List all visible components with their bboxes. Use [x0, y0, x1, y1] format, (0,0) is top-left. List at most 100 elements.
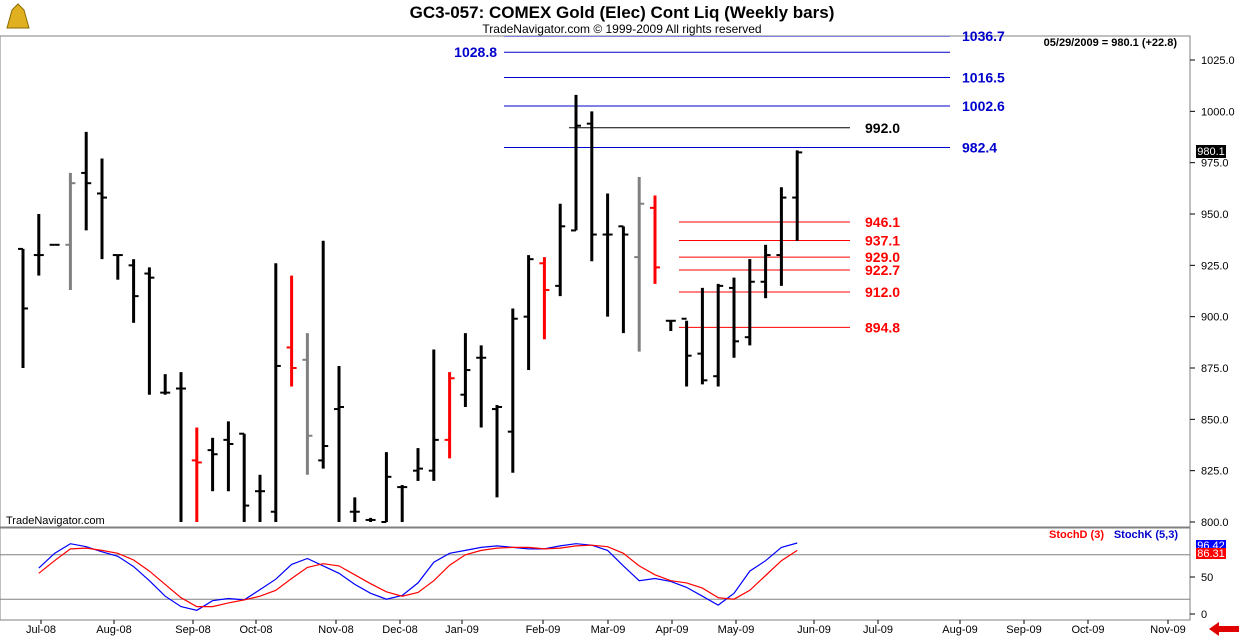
ohlc-bar	[602, 193, 613, 317]
ohlc-bar	[207, 437, 218, 492]
level-label: 929.0	[865, 249, 900, 265]
level-label: 922.7	[865, 262, 900, 278]
x-tick-label: Nov-08	[318, 624, 353, 636]
level-label: 912.0	[865, 284, 900, 300]
level-label: 894.8	[865, 319, 900, 335]
x-tick-label: Jan-09	[445, 624, 479, 636]
y-tick-label: 1000.0	[1201, 106, 1235, 118]
stoch-y-tick-label: 50	[1201, 572, 1213, 584]
ohlc-bar	[334, 365, 344, 522]
ohlc-bar	[349, 497, 360, 522]
ohlc-bar	[665, 319, 676, 332]
ohlc-bar	[65, 172, 76, 290]
ohlc-bar	[744, 259, 755, 346]
x-tick-label: May-09	[718, 624, 755, 636]
stoch-line	[38, 544, 798, 608]
ohlc-bar	[381, 452, 392, 523]
ohlc-bar	[270, 263, 281, 522]
x-tick-label: Aug-08	[96, 624, 131, 636]
ohlc-bar	[318, 240, 329, 469]
ohlc-bar	[571, 94, 581, 232]
y-tick-label: 850.0	[1201, 414, 1229, 426]
stochastic-panel	[0, 527, 1191, 621]
watermark: TradeNavigator.com	[6, 515, 105, 527]
ohlc-bar	[33, 214, 44, 276]
ohlc-bar	[713, 283, 724, 387]
ohlc-bar	[460, 333, 471, 408]
ohlc-bar	[507, 308, 518, 473]
x-tick-label: Sep-09	[1006, 624, 1041, 636]
ohlc-bar	[650, 195, 660, 284]
logo	[4, 2, 32, 32]
ohlc-bar	[476, 345, 487, 428]
x-tick-label: Jul-08	[26, 624, 56, 636]
price-axis: 800.0 825.0 850.0 875.0 900.0 925.0 950.0 975.0…	[1190, 55, 1235, 529]
y-tick-label: 925.0	[1201, 260, 1229, 272]
ohlc-bar	[697, 287, 708, 385]
stoch-y-tick-label: 0	[1201, 609, 1207, 621]
y-tick-label: 825.0	[1201, 466, 1229, 478]
ohlc-bar	[444, 372, 455, 459]
stochd-last-label: 86.31	[1197, 548, 1225, 560]
ohlc-bar	[586, 111, 597, 262]
ohlc-bar	[681, 317, 692, 387]
x-tick-label: Jul-09	[863, 624, 893, 636]
ohlc-bar	[760, 244, 771, 299]
ohlc-bar	[539, 257, 550, 340]
x-tick-label: Nov-09	[1150, 624, 1185, 636]
ohlc-bar	[81, 131, 92, 231]
y-tick-label: 900.0	[1201, 312, 1229, 324]
ohlc-bar	[144, 267, 155, 395]
x-tick-label: Oct-09	[1071, 624, 1104, 636]
chart-title: GC3-057: COMEX Gold (Elec) Cont Liq (Wee…	[410, 3, 835, 22]
ohlc-bar	[365, 517, 376, 522]
ohlc-bar	[729, 277, 739, 358]
y-tick-label: 975.0	[1201, 158, 1229, 170]
x-tick-label: Mar-09	[591, 624, 626, 636]
stochastic-axis: 0 50	[1190, 572, 1213, 621]
date-axis: Jul-08 Aug-08 Sep-08 Oct-08 Nov-08 Dec-08 Jan-…	[26, 620, 1186, 636]
ohlc-bar	[286, 275, 297, 387]
last-quote: 05/29/2009 = 980.1 (+22.8)	[1044, 37, 1178, 49]
level-label: 1002.6	[962, 98, 1005, 114]
stochd-last-tag: 86.31	[1196, 548, 1226, 560]
ohlc-bar	[239, 432, 250, 522]
ohlc-bar	[223, 421, 234, 492]
y-tick-label: 800.0	[1201, 517, 1229, 529]
scroll-left-button[interactable]	[1205, 620, 1243, 638]
last-price-tag: 980.1	[1196, 145, 1226, 158]
level-label: 1036.7	[962, 28, 1005, 44]
ohlc-bar	[18, 247, 28, 368]
level-label: 992.0	[865, 120, 900, 136]
x-tick-label: Sep-08	[175, 624, 210, 636]
ohlc-bar	[428, 349, 439, 481]
y-tick-label: 950.0	[1201, 209, 1229, 221]
ohlc-bar	[413, 448, 423, 481]
y-tick-label: 875.0	[1201, 363, 1229, 375]
arrow-left-icon	[1209, 622, 1239, 636]
level-label: 1016.5	[962, 69, 1005, 85]
x-tick-label: Oct-08	[239, 624, 272, 636]
x-tick-label: Jun-09	[797, 624, 831, 636]
logo-icon	[6, 3, 30, 29]
y-tick-label: 1025.0	[1201, 55, 1235, 67]
x-tick-label: Aug-09	[942, 624, 977, 636]
stoch-line	[38, 542, 798, 611]
x-tick-label: Apr-09	[655, 624, 688, 636]
level-label: 937.1	[865, 232, 900, 248]
ohlc-bar	[112, 254, 123, 280]
ohlc-bar	[634, 177, 645, 352]
legend-stochk: StochK (5,3)	[1114, 529, 1179, 541]
main-price-panel: 1036.7 1028.8 1016.5 1002.6 992.0 982.4 946.1 9…	[0, 28, 1191, 528]
ohlc-bar	[555, 203, 566, 297]
ohlc-bar	[792, 150, 803, 241]
ohlc-bar	[776, 187, 787, 286]
ohlc-bar	[191, 427, 202, 522]
legend-stochd: StochD (3)	[1049, 529, 1104, 541]
x-tick-label: Feb-09	[526, 624, 561, 636]
last-price-label: 980.1	[1197, 146, 1225, 158]
ohlc-bar	[523, 255, 534, 371]
level-label: 982.4	[962, 139, 997, 155]
ohlc-bar	[618, 225, 629, 334]
